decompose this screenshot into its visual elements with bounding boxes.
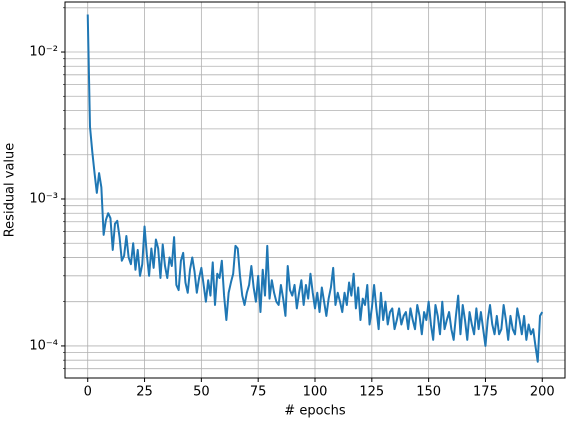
y-tick-label: 10⁻³ [29, 191, 58, 206]
data-line [86, 14, 544, 363]
x-axis-label: # epochs [284, 404, 346, 419]
y-axis-label: Residual value [3, 143, 18, 238]
x-tick-label: 175 [473, 385, 498, 400]
x-tick-label: 100 [303, 385, 328, 400]
x-tick-label: 0 [84, 385, 92, 400]
x-tick-label: 75 [250, 385, 267, 400]
x-tick-label: 150 [416, 385, 441, 400]
x-tick-label: 200 [530, 385, 555, 400]
y-tick-label: 10⁻² [29, 45, 58, 60]
y-tick-label: 10⁻⁴ [29, 338, 58, 353]
x-tick-label: 125 [359, 385, 384, 400]
plot-frame [64, 1, 566, 379]
x-tick-label: 50 [193, 385, 210, 400]
x-tick-label: 25 [136, 385, 153, 400]
